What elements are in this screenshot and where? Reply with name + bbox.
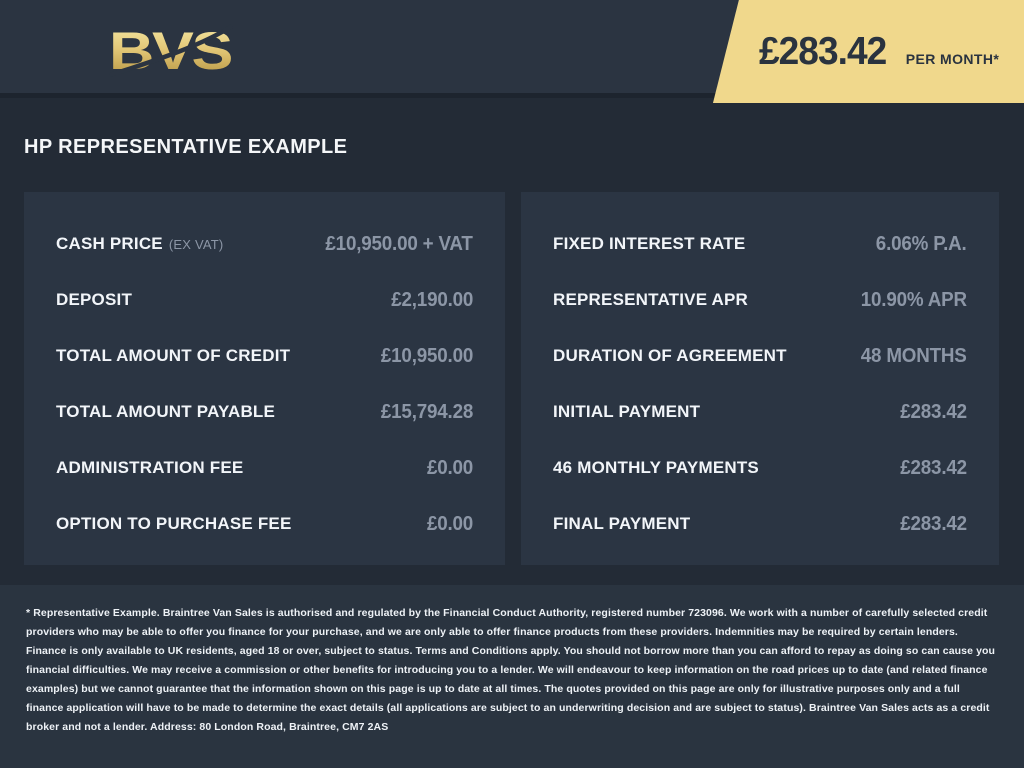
monthly-price-period: PER MONTH* <box>905 50 1000 67</box>
row-note: (EX VAT) <box>168 237 224 252</box>
table-row: FINAL PAYMENT £283.42 <box>553 496 967 552</box>
table-row: FIXED INTEREST RATE 6.06% P.A. <box>553 216 967 272</box>
row-label-text: TOTAL AMOUNT OF CREDIT <box>56 346 291 365</box>
table-row: DURATION OF AGREEMENT 48 MONTHS <box>553 328 967 384</box>
row-value: £15,794.28 <box>380 400 473 423</box>
row-value: 10.90% APR <box>860 288 967 311</box>
row-label: INITIAL PAYMENT <box>553 402 701 421</box>
row-label: 46 MONTHLY PAYMENTS <box>553 458 759 477</box>
row-label: DURATION OF AGREEMENT <box>553 346 787 365</box>
table-row: TOTAL AMOUNT PAYABLE £15,794.28 <box>56 384 473 440</box>
row-value: £0.00 <box>426 512 473 535</box>
page-title: HP REPRESENTATIVE EXAMPLE <box>24 136 348 158</box>
row-label-text: CASH PRICE <box>56 234 163 253</box>
row-value: £10,950.00 <box>380 344 473 367</box>
row-value: £10,950.00 + VAT <box>325 232 474 255</box>
row-value: £2,190.00 <box>391 288 473 311</box>
row-value: £283.42 <box>900 400 967 423</box>
finance-panel-right: FIXED INTEREST RATE 6.06% P.A. REPRESENT… <box>521 192 999 565</box>
row-label: FIXED INTEREST RATE <box>553 234 746 253</box>
row-label: DEPOSIT <box>56 290 132 310</box>
table-row: DEPOSIT £2,190.00 <box>56 272 473 328</box>
table-row: TOTAL AMOUNT OF CREDIT £10,950.00 <box>56 328 473 384</box>
row-label-text: TOTAL AMOUNT PAYABLE <box>56 402 276 421</box>
table-row: REPRESENTATIVE APR 10.90% APR <box>553 272 967 328</box>
table-row: 46 MONTHLY PAYMENTS £283.42 <box>553 440 967 496</box>
row-value: £0.00 <box>426 456 473 479</box>
row-label: TOTAL AMOUNT PAYABLE <box>56 402 275 422</box>
table-row: INITIAL PAYMENT £283.42 <box>553 384 967 440</box>
row-label-text: OPTION TO PURCHASE FEE <box>56 514 292 533</box>
table-row: OPTION TO PURCHASE FEE £0.00 <box>56 496 473 552</box>
footer-band: * Representative Example. Braintree Van … <box>0 585 1024 768</box>
row-value: 48 MONTHS <box>861 344 967 367</box>
row-value: £283.42 <box>900 512 967 535</box>
bvs-logo: BVS <box>108 20 234 81</box>
svg-text:BVS: BVS <box>109 22 232 80</box>
row-value: £283.42 <box>900 456 967 479</box>
row-label-text: DEPOSIT <box>56 290 133 309</box>
legal-disclaimer: * Representative Example. Braintree Van … <box>26 607 996 733</box>
row-label: FINAL PAYMENT <box>553 514 691 533</box>
row-label-text: ADMINISTRATION FEE <box>56 458 244 477</box>
row-label: OPTION TO PURCHASE FEE <box>56 514 292 534</box>
row-label: REPRESENTATIVE APR <box>553 290 749 309</box>
row-label: ADMINISTRATION FEE <box>56 458 243 478</box>
monthly-price-amount: £283.42 <box>758 29 887 73</box>
row-label: TOTAL AMOUNT OF CREDIT <box>56 346 290 366</box>
header-band: BVS £283.42 PER MONTH* <box>0 0 1024 103</box>
row-label: CASH PRICE (EX VAT) <box>56 234 223 254</box>
finance-panel-left: CASH PRICE (EX VAT) £10,950.00 + VAT DEPO… <box>24 192 505 565</box>
table-row: CASH PRICE (EX VAT) £10,950.00 + VAT <box>56 216 473 272</box>
bvs-logo-icon: BVS <box>109 22 234 81</box>
monthly-price-badge: £283.42 PER MONTH* <box>712 0 1024 103</box>
table-row: ADMINISTRATION FEE £0.00 <box>56 440 473 496</box>
row-value: 6.06% P.A. <box>876 232 967 255</box>
